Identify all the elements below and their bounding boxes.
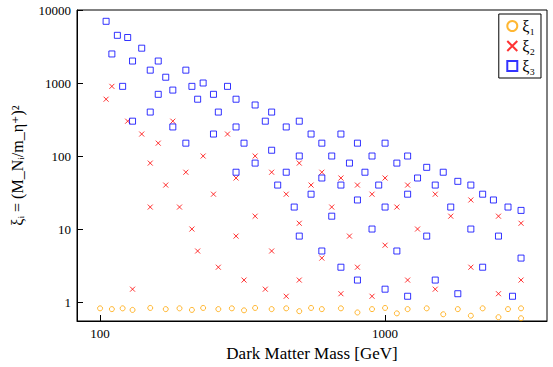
svg-text:1000: 1000 xyxy=(372,326,398,341)
svg-text:Dark Matter Mass [GeV]: Dark Matter Mass [GeV] xyxy=(226,344,397,363)
svg-text:1: 1 xyxy=(65,295,72,310)
svg-text:ξᵢ = (M_Nᵢ/m_η⁺)²: ξᵢ = (M_Nᵢ/m_η⁺)² xyxy=(9,105,27,226)
svg-text:100: 100 xyxy=(52,149,72,164)
svg-text:ξ₂: ξ₂ xyxy=(522,38,535,55)
svg-text:ξ₃: ξ₃ xyxy=(522,58,535,75)
svg-text:1000: 1000 xyxy=(45,76,71,91)
svg-text:10: 10 xyxy=(58,222,71,237)
svg-text:ξ₁: ξ₁ xyxy=(522,18,535,35)
svg-text:10000: 10000 xyxy=(39,3,72,18)
svg-text:100: 100 xyxy=(90,326,110,341)
